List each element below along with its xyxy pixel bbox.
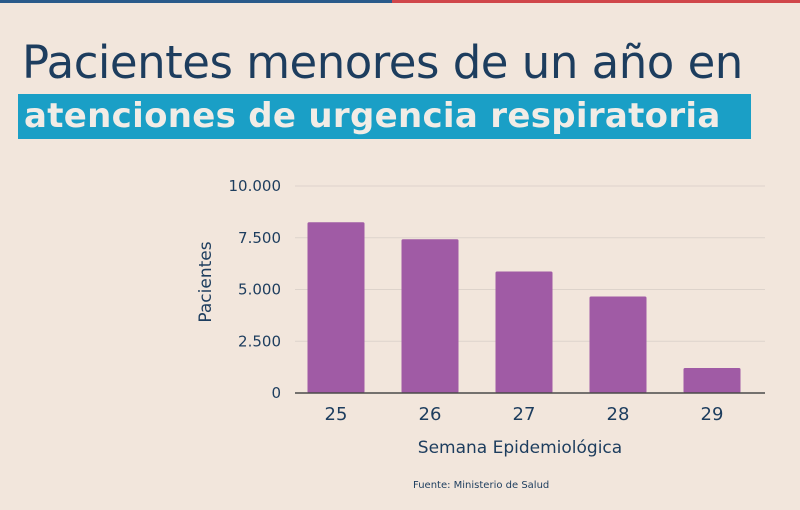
bars	[307, 222, 741, 393]
bar	[683, 367, 741, 393]
y-axis-ticks: 0 2.500 5.000 7.500 10.000	[229, 177, 282, 402]
top-accent-bar-red	[392, 0, 800, 3]
y-tick-label: 0	[271, 384, 281, 402]
y-axis-label: Pacientes	[196, 241, 216, 322]
x-tick-label: 29	[701, 404, 724, 425]
title-line-1: Pacientes menores de un año en	[22, 36, 743, 89]
x-tick-label: 28	[607, 404, 630, 425]
y-tick-label: 7.500	[238, 229, 281, 247]
top-accent-bar-blue	[0, 0, 392, 3]
source-note: Fuente: Ministerio de Salud	[413, 480, 550, 491]
bar	[307, 222, 365, 393]
x-tick-label: 26	[419, 404, 442, 425]
title-highlight-box	[18, 94, 751, 139]
y-tick-label: 5.000	[238, 281, 281, 299]
y-tick-label: 2.500	[238, 332, 281, 350]
x-tick-label: 27	[513, 404, 536, 425]
x-axis-ticks: 25 26 27 28 29	[325, 404, 724, 425]
x-axis-label: Semana Epidemiológica	[418, 438, 622, 458]
x-tick-label: 25	[325, 404, 348, 425]
bar	[495, 271, 553, 393]
bar	[401, 239, 459, 393]
y-tick-label: 10.000	[229, 177, 282, 195]
bar	[589, 296, 647, 393]
title-line-2: atenciones de urgencia respiratoria	[24, 96, 721, 136]
